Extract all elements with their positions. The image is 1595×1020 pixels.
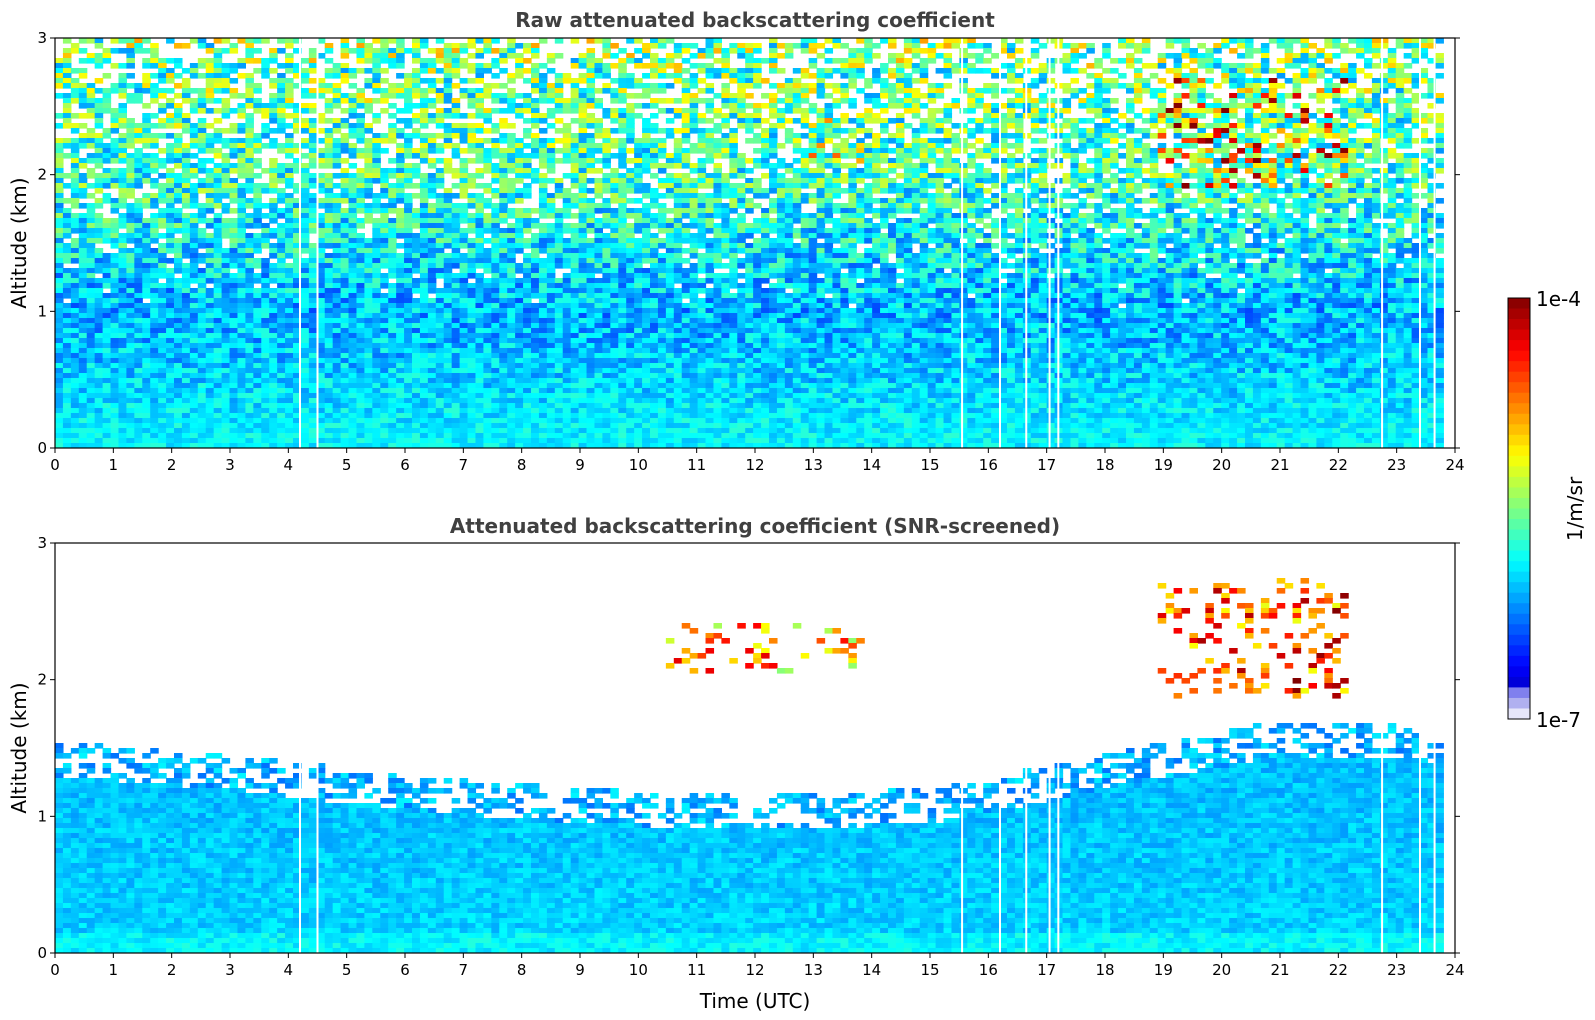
x-tick-label: 16 <box>979 961 998 979</box>
x-tick-label: 24 <box>1445 961 1464 979</box>
data-gap <box>1433 543 1436 953</box>
x-tick-label: 6 <box>400 456 410 474</box>
data-gap <box>299 543 301 953</box>
x-tick-label: 12 <box>745 961 764 979</box>
colorbar-min-label: 1e-7 <box>1536 708 1581 732</box>
x-tick-label: 13 <box>804 456 823 474</box>
y-tick-label: 0 <box>37 944 47 962</box>
data-gap <box>299 38 301 448</box>
y-axis-label: Altitude (km) <box>7 177 31 308</box>
y-tick-label: 2 <box>37 166 47 184</box>
data-gap <box>999 543 1001 953</box>
x-tick-label: 12 <box>745 456 764 474</box>
data-gap <box>1048 543 1051 953</box>
x-tick-label: 3 <box>225 961 235 979</box>
x-tick-label: 10 <box>629 456 648 474</box>
x-tick-label: 16 <box>979 456 998 474</box>
data-gap <box>1048 38 1051 448</box>
data-gap <box>1057 543 1060 953</box>
x-tick-label: 21 <box>1270 961 1289 979</box>
x-tick-label: 19 <box>1154 961 1173 979</box>
axes: 0 1 2 3 4 5 6 7 8 9 10 11 12 13 14 15 16 17 18 19 20 21 22 23 24… <box>37 29 1464 474</box>
heatmap-plot-area <box>55 38 1444 448</box>
x-tick-label: 14 <box>862 961 881 979</box>
x-tick-label: 17 <box>1037 961 1056 979</box>
colorbar-max-label: 1e-4 <box>1536 287 1581 311</box>
x-tick-label: 23 <box>1387 961 1406 979</box>
x-tick-label: 1 <box>109 456 119 474</box>
x-tick-label: 13 <box>804 961 823 979</box>
heatmap-plot-area <box>55 543 1444 953</box>
x-tick-label: 20 <box>1212 456 1231 474</box>
x-tick-label: 4 <box>284 961 294 979</box>
x-tick-label: 22 <box>1329 456 1348 474</box>
colorbar-unit-label: 1/m/sr <box>1563 476 1587 541</box>
y-tick-label: 0 <box>37 439 47 457</box>
data-gap <box>1381 543 1384 953</box>
data-gap <box>1433 38 1436 448</box>
y-tick-label: 3 <box>37 534 47 552</box>
x-tick-label: 1 <box>109 961 119 979</box>
x-axis-label: Time (UTC) <box>699 989 811 1013</box>
x-tick-label: 10 <box>629 961 648 979</box>
x-tick-label: 22 <box>1329 961 1348 979</box>
heatmap-cells <box>55 38 1444 448</box>
data-gap <box>961 38 964 448</box>
data-gap <box>1419 38 1421 448</box>
data-gap <box>961 543 964 953</box>
colorbar-gradient <box>1508 298 1530 720</box>
x-tick-label: 19 <box>1154 456 1173 474</box>
x-tick-label: 11 <box>687 961 706 979</box>
data-gap <box>1381 38 1384 448</box>
data-gap <box>316 38 319 448</box>
x-tick-label: 9 <box>575 961 585 979</box>
x-tick-label: 24 <box>1445 456 1464 474</box>
x-tick-label: 17 <box>1037 456 1056 474</box>
data-gap <box>1419 543 1421 953</box>
x-tick-label: 11 <box>687 456 706 474</box>
data-gap <box>316 543 319 953</box>
x-tick-label: 18 <box>1095 456 1114 474</box>
x-tick-label: 5 <box>342 961 352 979</box>
x-tick-label: 0 <box>50 456 60 474</box>
x-tick-label: 9 <box>575 456 585 474</box>
x-tick-label: 14 <box>862 456 881 474</box>
panel-raw: Raw attenuated backscattering coefficien… <box>7 8 1465 474</box>
y-tick-label: 3 <box>37 29 47 47</box>
x-tick-label: 2 <box>167 961 177 979</box>
data-gap <box>1025 543 1028 953</box>
panel-title: Attenuated backscattering coefficient (S… <box>450 514 1060 538</box>
x-tick-label: 4 <box>284 456 294 474</box>
x-tick-label: 8 <box>517 961 527 979</box>
x-tick-label: 15 <box>920 456 939 474</box>
x-tick-label: 15 <box>920 961 939 979</box>
x-tick-label: 21 <box>1270 456 1289 474</box>
x-tick-label: 18 <box>1095 961 1114 979</box>
colorbar-frame <box>1507 297 1531 720</box>
y-axis-label: Altitude (km) <box>7 682 31 813</box>
panel-screened: Attenuated backscattering coefficient (S… <box>7 514 1465 1013</box>
data-gap <box>1025 38 1028 448</box>
colorbar: 1e-4 1e-7 1/m/sr <box>1507 287 1587 732</box>
x-tick-label: 5 <box>342 456 352 474</box>
axes: 0 1 2 3 4 5 6 7 8 9 10 11 12 13 14 15 16 17 18 19 20 21 22 23 24… <box>37 534 1464 979</box>
x-tick-label: 3 <box>225 456 235 474</box>
data-gap <box>999 38 1001 448</box>
x-tick-label: 7 <box>459 961 469 979</box>
y-tick-label: 2 <box>37 671 47 689</box>
x-tick-label: 6 <box>400 961 410 979</box>
x-tick-label: 23 <box>1387 456 1406 474</box>
data-gap <box>1057 38 1060 448</box>
heatmap-cells <box>55 578 1444 953</box>
y-tick-label: 1 <box>37 807 47 825</box>
x-tick-label: 7 <box>459 456 469 474</box>
panel-title: Raw attenuated backscattering coefficien… <box>515 8 995 32</box>
x-tick-label: 8 <box>517 456 527 474</box>
x-tick-label: 0 <box>50 961 60 979</box>
y-tick-label: 1 <box>37 302 47 320</box>
x-tick-label: 20 <box>1212 961 1231 979</box>
x-tick-label: 2 <box>167 456 177 474</box>
